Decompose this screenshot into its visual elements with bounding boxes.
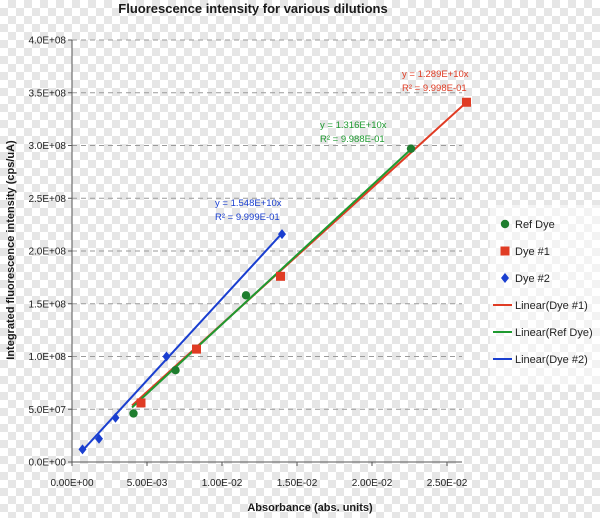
ticks: 0.0E+00 5.0E+07 1.0E+08 1.5E+08 2.0E+08 2.5E+… [28,36,467,490]
x-axis-label: Absorbance (abs. units) [247,502,373,514]
y-tick-label: 5.0E+07 [28,405,66,416]
trendline-r2: R² = 9.988E-01 [320,134,385,145]
legend-marker [500,219,510,229]
y-tick-label: 3.5E+08 [28,88,66,99]
trendline-equation: y = 1.289E+10x [402,69,469,80]
y-tick-label: 4.0E+08 [28,36,66,47]
chart-title: Fluorescence intensity for various dilut… [118,1,387,16]
y-axis-label: Integrated fluorescence intensity (cps/u… [5,140,17,360]
grid [72,39,462,410]
data-point [78,444,87,455]
legend-box [490,205,600,385]
legend-label: Linear(Ref Dye) [515,327,593,339]
data-point [162,351,171,362]
legend: Ref Dye Dye #1 Dye #2 Linear(Dye #1) Linear(… [490,205,600,385]
data-point [278,229,286,240]
data-point [241,291,251,300]
data-point [95,433,103,444]
y-tick-label: 0.0E+00 [28,458,66,469]
x-tick-label: 5.00E-03 [127,478,168,489]
trendline-equations: y = 1.289E+10x R² = 9.998E-01 y = 1.316E+1… [215,69,469,223]
trendline-equation: y = 1.548E+10x [215,198,282,209]
trendline-equation: y = 1.316E+10x [320,120,387,131]
trendlines [81,101,468,452]
data-point [192,344,201,354]
data-point [406,144,416,153]
x-tick-label: 2.00E-02 [352,478,393,489]
legend-label: Linear(Dye #1) [515,300,588,312]
data-points [78,97,471,455]
y-tick-label: 2.5E+08 [28,194,66,205]
x-tick-label: 1.50E-02 [277,478,318,489]
trendline [131,148,412,409]
trendline-r2: R² = 9.998E-01 [402,83,467,94]
legend-label: Dye #2 [515,273,550,285]
y-tick-label: 3.0E+08 [28,141,66,152]
x-tick-label: 2.50E-02 [427,478,468,489]
data-point [462,97,471,107]
trendline-r2: R² = 9.999E-01 [215,212,280,223]
data-point [136,398,146,408]
y-tick-label: 1.0E+08 [28,352,66,363]
legend-marker [501,273,509,283]
y-tick-label: 2.0E+08 [28,247,66,258]
y-tick-label: 1.5E+08 [28,299,66,310]
legend-label: Dye #1 [515,246,550,258]
data-point [129,409,138,418]
legend-label: Linear(Dye #2) [515,354,588,366]
data-point [276,271,285,281]
data-point [111,412,120,423]
legend-marker [500,246,510,256]
x-tick-label: 0.00E+00 [50,478,94,489]
x-tick-label: 1.00E-02 [202,478,243,489]
legend-label: Ref Dye [515,219,555,231]
data-point [171,366,180,375]
